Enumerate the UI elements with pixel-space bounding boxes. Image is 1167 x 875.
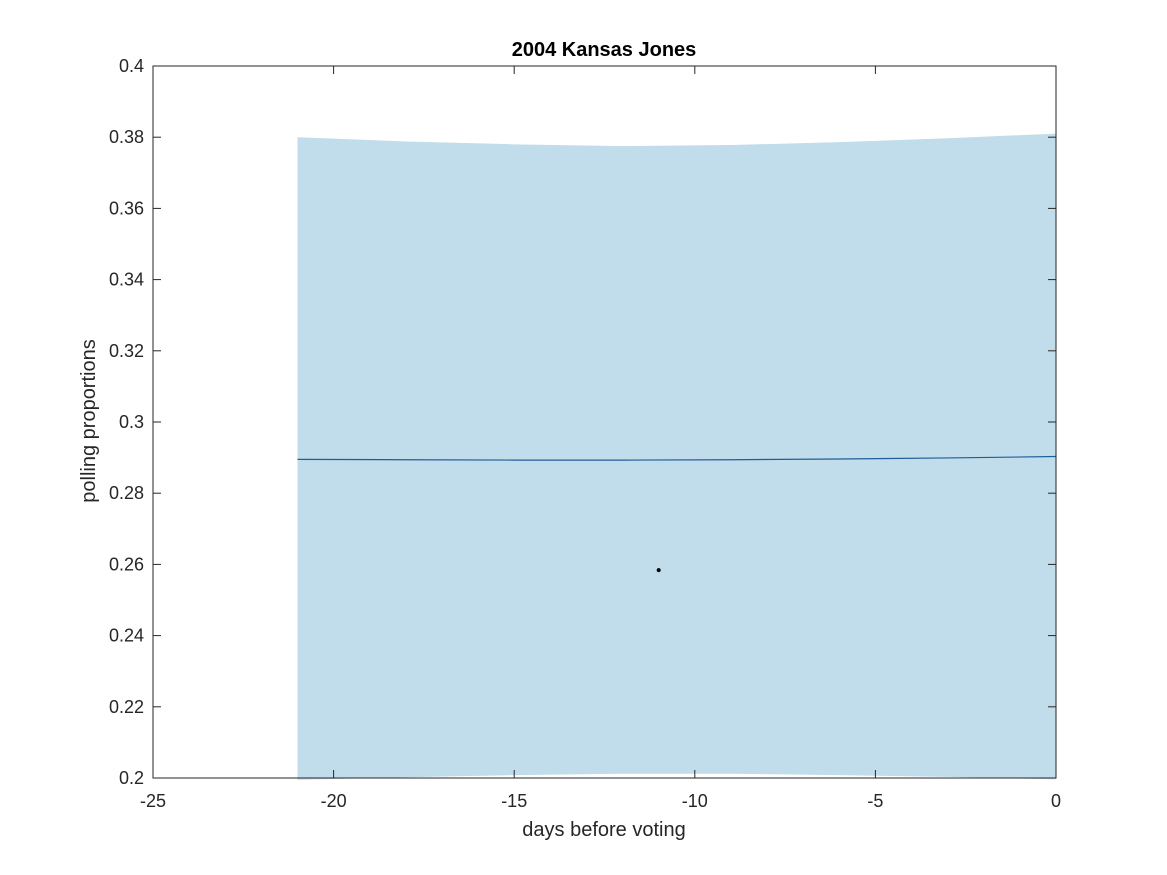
data-point-0 <box>656 568 661 573</box>
y-tick-label: 0.28 <box>109 483 144 503</box>
x-tick-label: -10 <box>682 791 708 811</box>
x-tick-label: 0 <box>1051 791 1061 811</box>
x-tick-label: -5 <box>867 791 883 811</box>
y-tick-label: 0.38 <box>109 127 144 147</box>
x-tick-label: -20 <box>321 791 347 811</box>
y-tick-label: 0.26 <box>109 554 144 574</box>
y-axis-ticks: 0.2 0.22 0.24 0.26 0.28 0.3 0.32 0.34 0.36 0.38 0.… <box>109 56 1056 788</box>
y-tick-label: 0.22 <box>109 697 144 717</box>
confidence-band <box>297 133 1057 780</box>
y-tick-label: 0.24 <box>109 626 144 646</box>
x-axis-label: days before voting <box>522 819 685 841</box>
x-axis-ticks: -25 -20 -15 -10 -5 0 <box>140 66 1061 811</box>
x-tick-label: -25 <box>140 791 166 811</box>
y-axis-label: polling proportions <box>78 339 100 502</box>
y-tick-label: 0.2 <box>119 768 144 788</box>
series-line-0 <box>297 455 1057 461</box>
y-tick-label: 0.36 <box>109 198 144 218</box>
y-tick-label: 0.32 <box>109 341 144 361</box>
y-tick-label: 0.4 <box>119 56 144 76</box>
x-tick-label: -15 <box>501 791 527 811</box>
chart-title: 2004 Kansas Jones <box>512 39 697 61</box>
y-tick-label: 0.34 <box>109 270 144 290</box>
y-tick-label: 0.3 <box>119 412 144 432</box>
